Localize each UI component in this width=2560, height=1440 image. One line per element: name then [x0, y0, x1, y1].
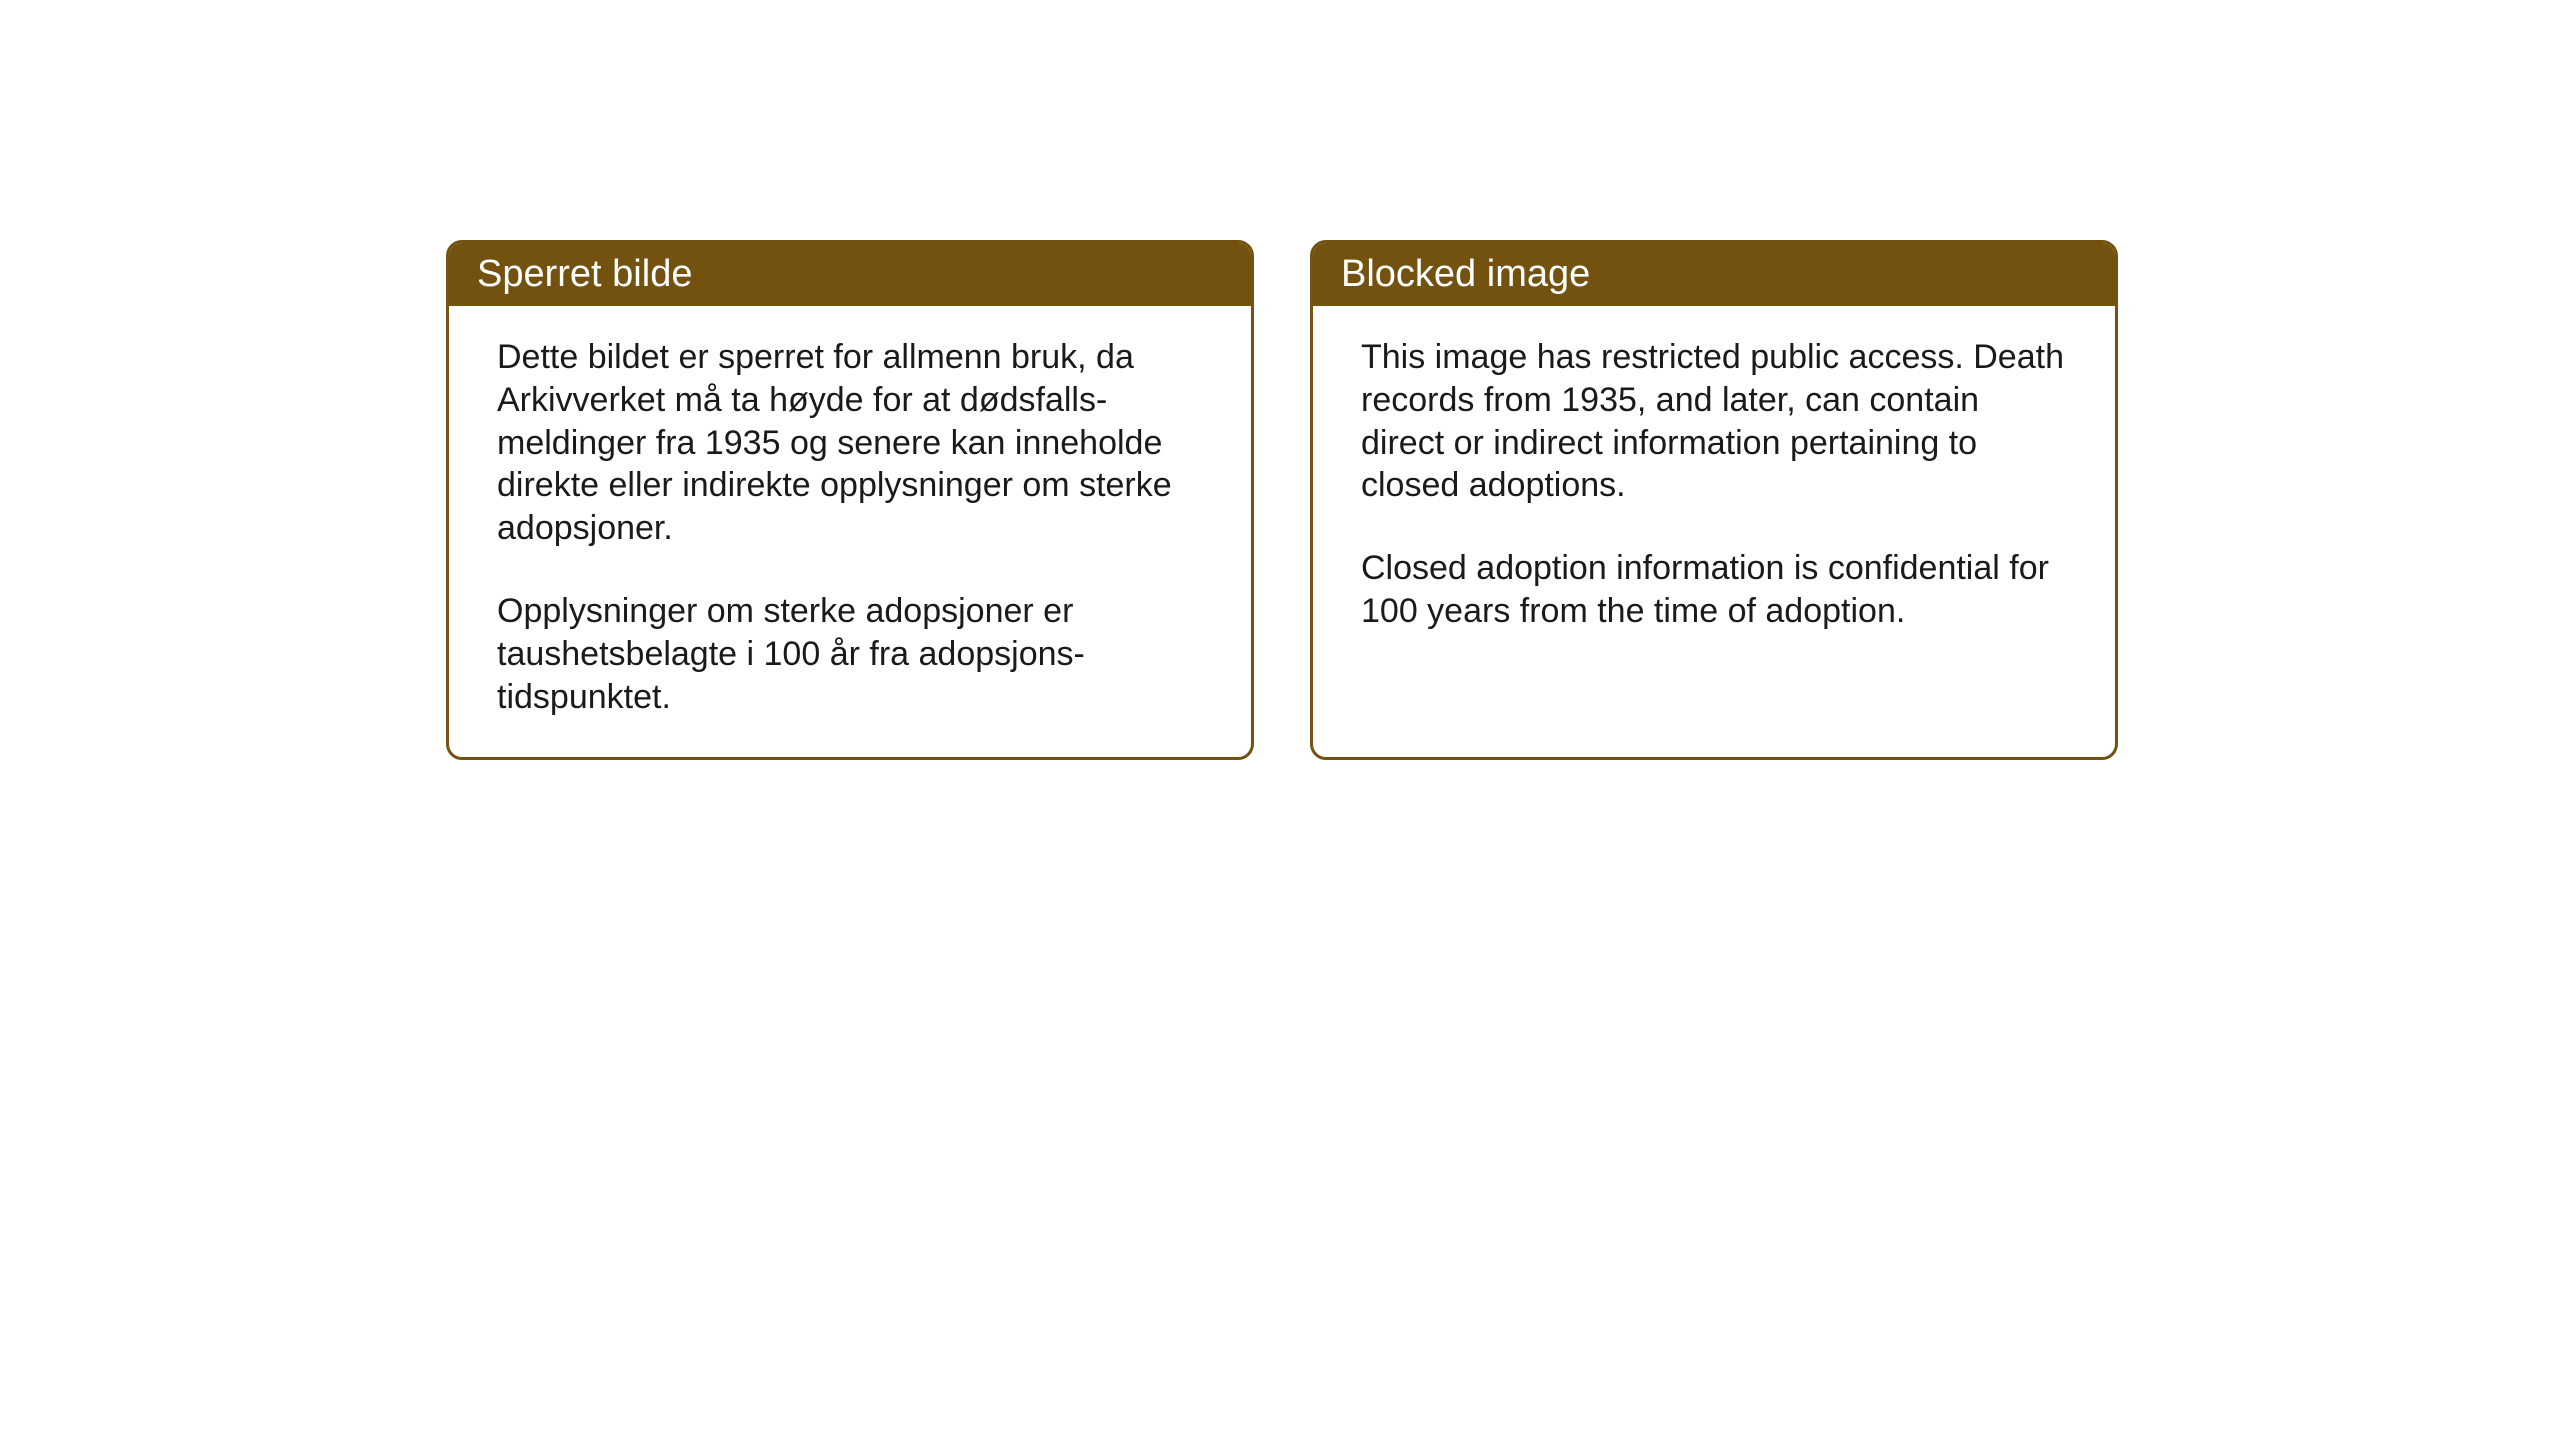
notice-paragraph-2-english: Closed adoption information is confident… [1361, 547, 2067, 633]
notice-title-norwegian: Sperret bilde [449, 243, 1251, 306]
notice-body-norwegian: Dette bildet er sperret for allmenn bruk… [449, 306, 1251, 757]
notice-body-english: This image has restricted public access.… [1313, 306, 2115, 746]
notice-paragraph-2-norwegian: Opplysninger om sterke adopsjoner er tau… [497, 590, 1203, 718]
notice-container: Sperret bilde Dette bildet er sperret fo… [446, 240, 2118, 760]
notice-paragraph-1-norwegian: Dette bildet er sperret for allmenn bruk… [497, 336, 1203, 550]
notice-box-norwegian: Sperret bilde Dette bildet er sperret fo… [446, 240, 1254, 760]
notice-title-english: Blocked image [1313, 243, 2115, 306]
notice-box-english: Blocked image This image has restricted … [1310, 240, 2118, 760]
notice-paragraph-1-english: This image has restricted public access.… [1361, 336, 2067, 507]
